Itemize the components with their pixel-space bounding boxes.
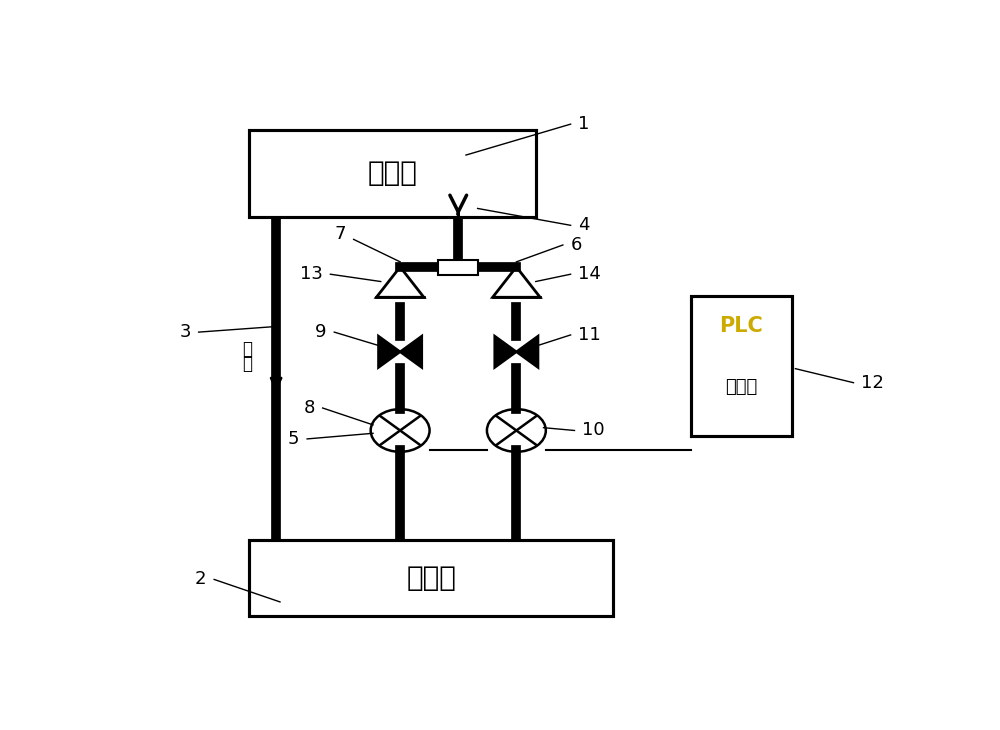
Bar (249, 540, 613, 616)
Text: 14: 14 (578, 265, 601, 283)
Polygon shape (495, 336, 516, 367)
Text: 储液槽: 储液槽 (406, 564, 456, 592)
Polygon shape (400, 336, 422, 367)
Text: 1: 1 (578, 115, 590, 133)
Text: 流: 流 (242, 356, 252, 373)
Bar (438, 260, 478, 275)
Text: 10: 10 (582, 421, 605, 439)
Text: 12: 12 (861, 374, 884, 392)
Polygon shape (516, 336, 538, 367)
Text: 2: 2 (195, 570, 206, 588)
Text: 4: 4 (578, 216, 590, 234)
Bar (249, 130, 536, 217)
Text: 6: 6 (571, 236, 582, 254)
Text: 回: 回 (242, 340, 252, 358)
Text: 9: 9 (315, 323, 326, 341)
Polygon shape (378, 336, 400, 367)
Bar (691, 296, 792, 436)
Text: 3: 3 (179, 323, 191, 341)
Text: 工作槽: 工作槽 (367, 159, 417, 188)
Text: 7: 7 (334, 225, 346, 243)
Text: 8: 8 (304, 399, 315, 417)
Text: 13: 13 (300, 265, 323, 283)
Text: 11: 11 (578, 326, 601, 344)
Text: PLC: PLC (719, 317, 763, 337)
Text: 控制器: 控制器 (725, 378, 757, 396)
Text: 5: 5 (288, 430, 299, 448)
